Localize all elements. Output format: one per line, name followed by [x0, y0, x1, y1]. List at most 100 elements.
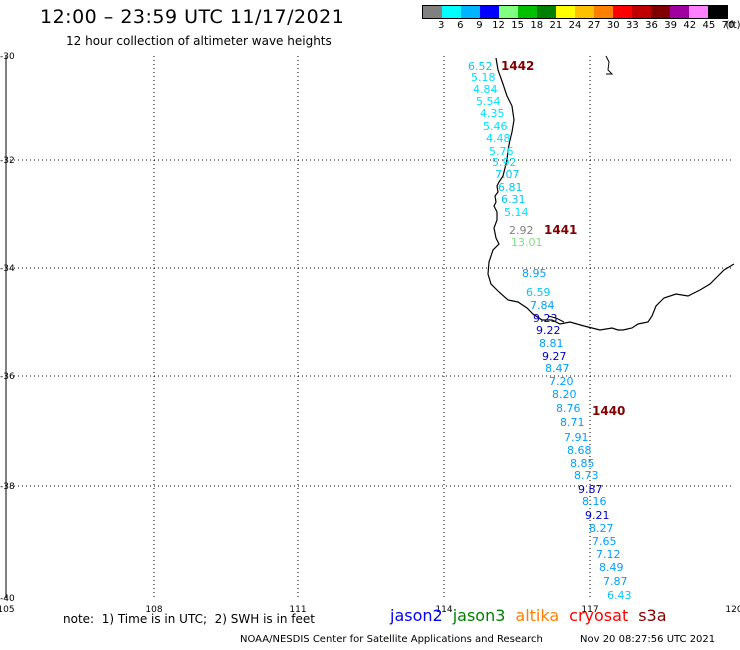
colorbar-tick-label: 15	[511, 20, 524, 31]
colorbar-tick-label: 18	[530, 20, 544, 31]
longitude-labels: 105 108 111 114 117 120	[0, 605, 740, 615]
wave-height-value: 4.84	[473, 83, 498, 96]
coastline	[487, 57, 735, 331]
wave-height-value: 6.52	[468, 60, 493, 73]
latitude-labels: -30 -32 -34 -36 -38 -40	[0, 52, 15, 604]
longitude-label: 105	[0, 605, 15, 615]
wave-height-value: 8.95	[522, 267, 547, 280]
footer-note: note: 1) Time is in UTC; 2) SWH is in fe…	[63, 612, 315, 626]
colorbar-swatch	[480, 6, 499, 18]
wave-height-value: 8.68	[567, 444, 592, 457]
wave-height-colorbar	[422, 5, 728, 19]
wave-height-value: 8.20	[552, 388, 577, 401]
longitude-label: 108	[145, 605, 162, 615]
wave-height-value: 7.12	[596, 548, 621, 561]
grid	[6, 56, 734, 598]
wave-height-value: 5.92	[492, 156, 517, 169]
wave-height-value: 5.18	[471, 71, 496, 84]
colorbar-tick-label: 9	[476, 20, 483, 31]
colorbar-swatch	[575, 6, 594, 18]
longitude-label: 114	[435, 605, 452, 615]
wave-height-value: 7.87	[603, 575, 628, 588]
pass-labels: 1442 1441 1440	[501, 59, 625, 418]
wave-height-value: 6.59	[526, 286, 551, 299]
wave-height-value: 13.01	[511, 236, 543, 249]
colorbar-labels: 3 6 9 12 15 18 21 24 27 30 33 36 39 42 45 70 (ft)	[422, 20, 740, 34]
colorbar-swatch	[632, 6, 651, 18]
wave-height-value: 2.92	[509, 224, 534, 237]
wave-height-value: 8.16	[582, 495, 607, 508]
colorbar-tick-label: 27	[587, 20, 601, 31]
colorbar-swatch	[518, 6, 537, 18]
colorbar-swatch	[594, 6, 613, 18]
wave-height-value: 9.23	[533, 312, 558, 325]
wave-height-value: 5.54	[476, 95, 501, 108]
colorbar-swatch	[556, 6, 575, 18]
legend-cryosat: cryosat	[569, 606, 629, 625]
wave-height-value: 7.84	[530, 299, 555, 312]
colorbar-swatch	[613, 6, 632, 18]
wave-height-value: 5.76	[489, 145, 514, 158]
wave-height-value: 9.22	[536, 324, 561, 337]
wave-height-value: 5.14	[504, 206, 529, 219]
wave-height-value: 5.46	[483, 120, 508, 133]
legend-jason2: jason2	[390, 606, 443, 625]
wave-height-value: 4.48	[486, 132, 511, 145]
wave-height-value: 8.76	[556, 402, 581, 415]
pass-number-label: 1441	[544, 223, 577, 237]
colorbar-tick-label: 12	[492, 20, 505, 31]
colorbar-swatch	[651, 6, 670, 18]
observation-labels: 6.525.184.845.544.355.464.485.765.927.07…	[468, 60, 632, 602]
colorbar-tick-label: 33	[626, 20, 639, 31]
latitude-label: -30	[0, 52, 15, 62]
colorbar-tick-label: 45	[702, 20, 716, 31]
colorbar-tick-label: 3	[437, 20, 445, 31]
wave-height-value: 6.43	[607, 589, 632, 602]
pass-number-label: 1442	[501, 59, 534, 73]
wave-height-value: 7.91	[564, 431, 589, 444]
generation-timestamp: Nov 20 08:27:56 UTC 2021	[580, 634, 716, 645]
wave-height-value: 6.81	[498, 181, 523, 194]
satellite-legend: jason2 jason3 altika cryosat s3a	[390, 606, 677, 625]
colorbar-swatch	[689, 6, 708, 18]
colorbar-swatch	[461, 6, 480, 18]
colorbar-swatch	[537, 6, 556, 18]
colorbar-tick-label: 39	[664, 20, 677, 31]
colorbar-swatch	[442, 6, 461, 18]
wave-height-value: 8.85	[570, 457, 595, 470]
longitude-label: 117	[581, 605, 598, 615]
colorbar-tick-label: 36	[645, 20, 658, 31]
latitude-label: -38	[0, 482, 15, 492]
wave-height-value: 9.27	[542, 350, 567, 363]
colorbar-tick-label: 21	[549, 20, 563, 31]
latitude-label: -36	[0, 372, 15, 382]
wave-height-value: 8.81	[539, 337, 564, 350]
latitude-label: -40	[0, 594, 15, 604]
wave-height-value: 9.87	[578, 483, 603, 496]
colorbar-unit: (ft)	[725, 20, 740, 31]
credit-text: NOAA/NESDIS Center for Satellite Applica…	[240, 634, 543, 645]
wave-height-value: 7.20	[549, 375, 574, 388]
wave-height-value: 9.21	[585, 509, 610, 522]
colorbar-swatch	[708, 6, 727, 18]
coastline-inlet	[547, 55, 614, 323]
colorbar-tick-label: 24	[568, 20, 582, 31]
wave-height-value: 7.07	[495, 168, 520, 181]
colorbar-tick-label: 6	[457, 20, 464, 31]
colorbar-tick-label: 42	[683, 20, 697, 31]
legend-s3a: s3a	[638, 606, 667, 625]
colorbar-tick-label: 70	[721, 20, 735, 31]
wave-height-value: 6.31	[501, 193, 526, 206]
colorbar-swatch	[423, 6, 442, 18]
longitude-label: 120	[725, 605, 740, 615]
wave-height-value: 4.35	[480, 107, 505, 120]
latitude-label: -32	[0, 156, 15, 166]
pass-number-label: 1440	[592, 404, 625, 418]
legend-jason3: jason3	[452, 606, 506, 625]
wave-height-value: 8.49	[599, 561, 624, 574]
wave-height-value: 7.65	[592, 535, 617, 548]
colorbar-swatch	[499, 6, 518, 18]
map-subtitle: 12 hour collection of altimeter wave hei…	[66, 34, 332, 48]
wave-height-value: 8.71	[560, 416, 585, 429]
